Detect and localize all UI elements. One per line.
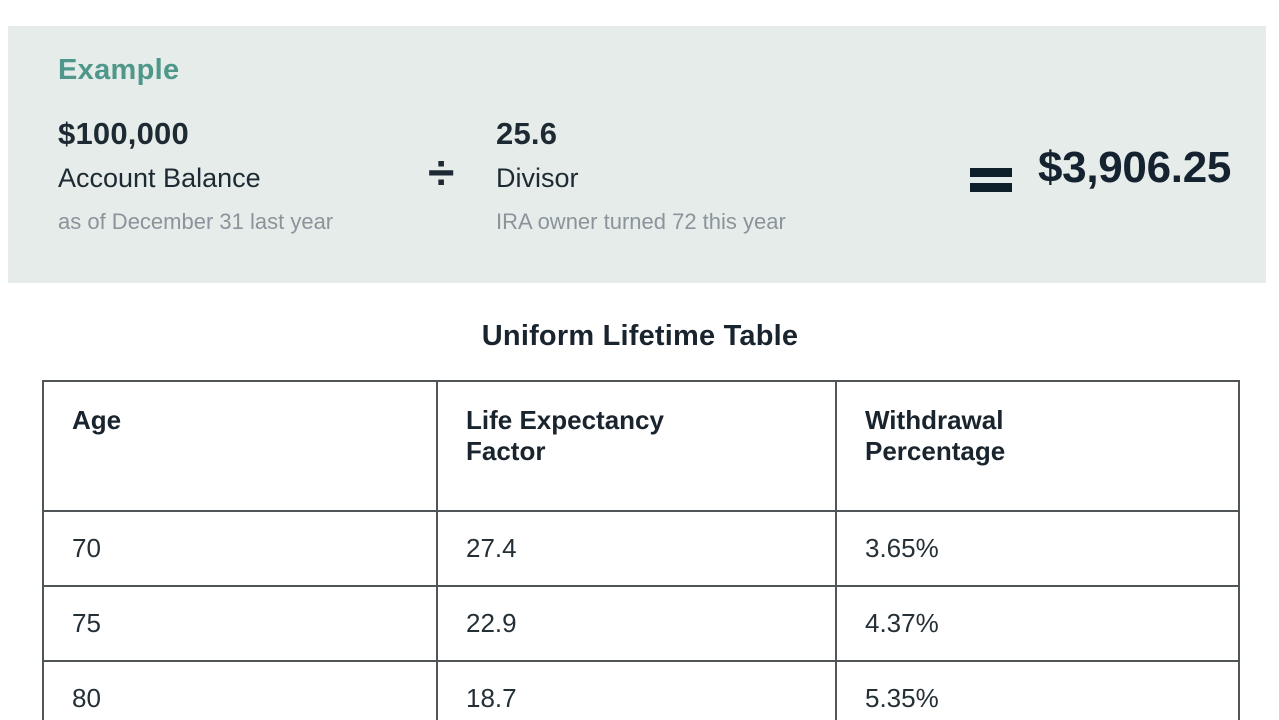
- cell-factor: 22.9: [436, 585, 837, 662]
- equals-operator-icon: =: [970, 168, 1012, 192]
- header-withdrawal-percentage: Withdrawal Percentage: [835, 380, 1240, 512]
- divide-operator-icon: ÷: [428, 147, 455, 200]
- table-title: Uniform Lifetime Table: [481, 320, 799, 352]
- table-header-row: Age Life Expectancy Factor Withdrawal Pe…: [42, 380, 1240, 512]
- cell-factor: 27.4: [436, 510, 837, 587]
- cell-percentage: 5.35%: [835, 660, 1240, 720]
- uniform-lifetime-table: Age Life Expectancy Factor Withdrawal Pe…: [42, 380, 1240, 720]
- table-row: 80 18.7 5.35%: [42, 660, 1240, 720]
- example-panel: Example $100,000 Account Balance as of D…: [8, 26, 1266, 283]
- table-row: 70 27.4 3.65%: [42, 510, 1240, 587]
- cell-percentage: 3.65%: [835, 510, 1240, 587]
- cell-percentage: 4.37%: [835, 585, 1240, 662]
- table-row: 75 22.9 4.37%: [42, 585, 1240, 662]
- divisor-term: 25.6 Divisor IRA owner turned 72 this ye…: [496, 118, 786, 233]
- cell-age: 75: [42, 585, 438, 662]
- divisor-value: 25.6: [496, 116, 558, 151]
- cell-factor: 18.7: [436, 660, 837, 720]
- account-balance-note: as of December 31 last year: [58, 209, 334, 234]
- cell-age: 80: [42, 660, 438, 720]
- header-age: Age: [42, 380, 438, 512]
- equals-bar-bottom: [970, 183, 1012, 192]
- cell-age: 70: [42, 510, 438, 587]
- header-life-expectancy-factor: Life Expectancy Factor: [436, 380, 837, 512]
- account-balance-label: Account Balance: [58, 163, 261, 193]
- account-balance-term: $100,000 Account Balance as of December …: [58, 118, 333, 233]
- example-heading: Example: [58, 54, 180, 86]
- divisor-label: Divisor: [496, 163, 579, 193]
- equals-bar-top: [970, 168, 1012, 177]
- result-value: $3,906.25: [1038, 143, 1232, 192]
- divisor-note: IRA owner turned 72 this year: [496, 209, 786, 234]
- account-balance-value: $100,000: [58, 116, 189, 151]
